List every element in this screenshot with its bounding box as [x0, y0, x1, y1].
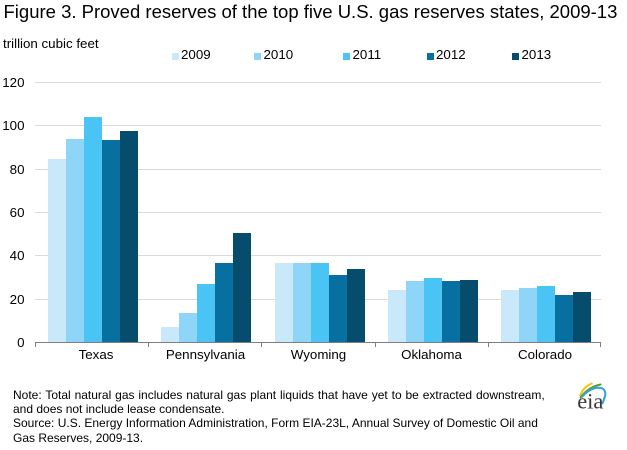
svg-text:eia: eia	[577, 389, 603, 414]
